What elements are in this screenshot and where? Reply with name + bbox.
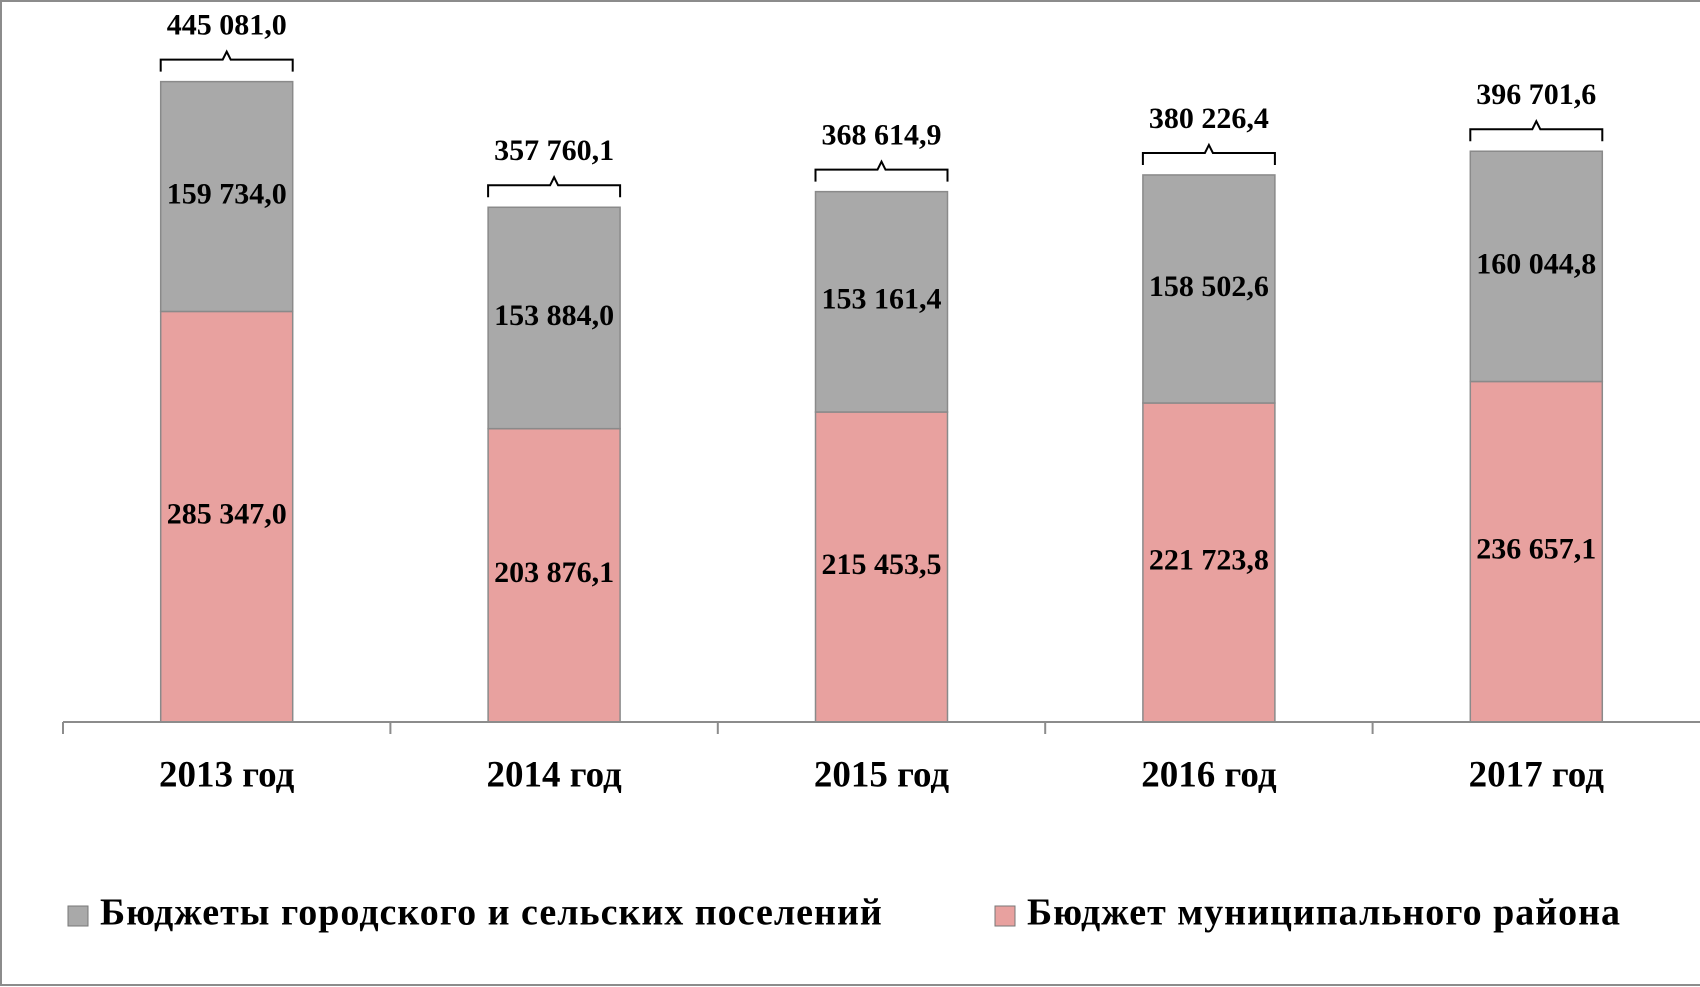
total-brace <box>1469 118 1604 142</box>
total-label: 357 760,1 <box>494 134 614 167</box>
bar-segment <box>814 411 949 723</box>
legend-swatch <box>67 905 89 927</box>
data-label: 153 161,4 <box>822 283 942 316</box>
total-brace <box>159 49 294 72</box>
bar-segment <box>1142 174 1276 404</box>
bar-segment <box>1142 402 1276 723</box>
bar-segment <box>159 80 294 313</box>
data-label: 160 044,8 <box>1476 247 1596 280</box>
total-label: 396 701,6 <box>1476 78 1596 111</box>
x-tick-label: 2014 год <box>486 754 622 795</box>
bar-segment <box>487 206 621 430</box>
x-tick-label: 2016 год <box>1141 754 1277 795</box>
data-label: 221 723,8 <box>1149 543 1269 576</box>
total-brace <box>814 159 949 182</box>
total-brace <box>487 175 622 198</box>
total-label: 380 226,4 <box>1149 102 1269 135</box>
data-label: 159 734,0 <box>167 177 287 210</box>
data-label: 153 884,0 <box>494 299 614 332</box>
bar-segment <box>1469 380 1604 723</box>
x-tick-label: 2015 год <box>814 754 950 795</box>
bar-segment <box>1469 150 1604 383</box>
data-label: 215 453,5 <box>822 548 942 581</box>
data-label: 285 347,0 <box>167 498 287 531</box>
data-label: 236 657,1 <box>1476 533 1596 566</box>
total-label: 368 614,9 <box>822 119 942 152</box>
legend-swatch <box>994 905 1016 927</box>
x-tick-label: 2013 год <box>159 754 295 795</box>
bar-segment <box>814 190 949 413</box>
legend-label: Бюджет муниципального района <box>1027 892 1621 934</box>
total-brace <box>1141 142 1276 165</box>
x-tick-label: 2017 год <box>1469 754 1605 795</box>
data-label: 203 876,1 <box>494 556 614 589</box>
legend-label: Бюджеты городского и сельских поселений <box>100 892 883 934</box>
total-label: 445 081,0 <box>167 9 287 42</box>
data-label: 158 502,6 <box>1149 270 1269 303</box>
